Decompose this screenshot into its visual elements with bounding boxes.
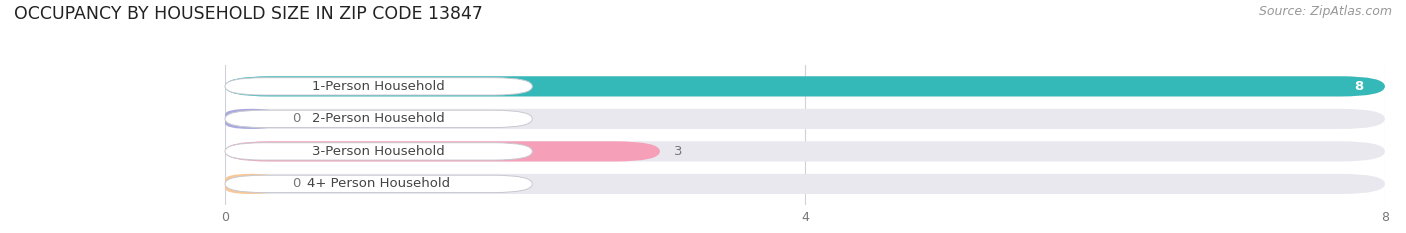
FancyBboxPatch shape	[225, 76, 1385, 96]
Text: 1-Person Household: 1-Person Household	[312, 80, 446, 93]
Text: 3-Person Household: 3-Person Household	[312, 145, 446, 158]
Text: 2-Person Household: 2-Person Household	[312, 112, 446, 125]
FancyBboxPatch shape	[225, 76, 1385, 96]
FancyBboxPatch shape	[225, 110, 533, 127]
FancyBboxPatch shape	[225, 78, 533, 95]
Text: 0: 0	[291, 112, 299, 125]
Text: 8: 8	[1354, 80, 1364, 93]
FancyBboxPatch shape	[225, 175, 533, 193]
FancyBboxPatch shape	[225, 143, 533, 160]
FancyBboxPatch shape	[225, 109, 1385, 129]
FancyBboxPatch shape	[225, 109, 277, 129]
Text: 4+ Person Household: 4+ Person Household	[307, 177, 450, 190]
Text: Source: ZipAtlas.com: Source: ZipAtlas.com	[1258, 5, 1392, 18]
Text: 0: 0	[291, 177, 299, 190]
FancyBboxPatch shape	[225, 141, 1385, 161]
Text: OCCUPANCY BY HOUSEHOLD SIZE IN ZIP CODE 13847: OCCUPANCY BY HOUSEHOLD SIZE IN ZIP CODE …	[14, 5, 482, 23]
Text: 3: 3	[675, 145, 683, 158]
FancyBboxPatch shape	[225, 174, 1385, 194]
FancyBboxPatch shape	[225, 174, 277, 194]
FancyBboxPatch shape	[225, 141, 659, 161]
